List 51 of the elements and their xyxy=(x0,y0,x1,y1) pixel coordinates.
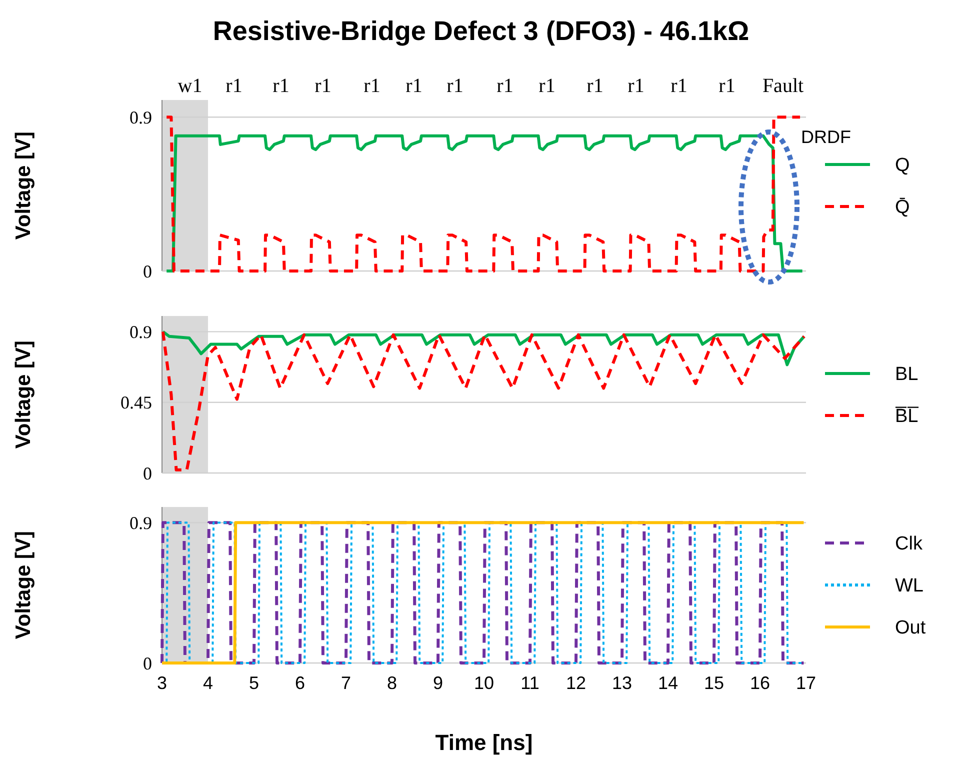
x-tick-label: 9 xyxy=(432,673,444,693)
y-tick-label: 0 xyxy=(143,463,152,484)
x-tick-label: 13 xyxy=(612,673,632,693)
text: r1 xyxy=(446,75,464,97)
text: r1 xyxy=(226,75,242,97)
text: r1 xyxy=(314,75,332,97)
legend-label: B̅L̅ xyxy=(894,406,920,428)
legend-label: Q xyxy=(895,155,910,176)
legend-label: Q̄ xyxy=(895,197,910,218)
y-tick-label: 0 xyxy=(143,653,152,674)
chart-title: Resistive-Bridge Defect 3 (DFO3) - 46.1kΩ xyxy=(212,16,750,46)
y-axis-title: Voltage [V] xyxy=(12,131,35,240)
y-axis-title: Voltage [V] xyxy=(12,530,35,640)
x-tick-label: 12 xyxy=(566,673,586,693)
text: w1 xyxy=(178,75,202,97)
y-tick-label: 0.45 xyxy=(120,392,152,413)
text: r1 xyxy=(496,75,514,97)
y-tick-label: 0.9 xyxy=(130,512,152,533)
x-tick-label: 16 xyxy=(750,673,770,693)
x-tick-label: 5 xyxy=(248,673,260,693)
text: Fault xyxy=(762,75,804,97)
annotation: DRDF xyxy=(801,127,851,147)
legend-label: WL xyxy=(895,576,924,597)
x-axis-title: Time [ns] xyxy=(435,730,533,755)
x-tick-label: 7 xyxy=(340,673,352,693)
x-tick-label: 6 xyxy=(294,673,306,693)
x-tick-label: 15 xyxy=(704,673,724,693)
text: r1 xyxy=(628,75,644,97)
y-axis-title: Voltage [V] xyxy=(12,340,35,449)
text: r1 xyxy=(718,75,736,97)
legend-label: Out xyxy=(895,618,926,639)
y-tick-label: 0.9 xyxy=(130,322,152,342)
x-tick-label: 3 xyxy=(156,673,168,693)
line-series xyxy=(161,330,806,472)
y-tick-label: 0.9 xyxy=(130,107,152,128)
x-tick-label: 14 xyxy=(658,673,678,693)
text: r1 xyxy=(538,75,556,97)
line-series xyxy=(161,330,806,366)
x-tick-label: 17 xyxy=(796,673,816,693)
x-tick-label: 8 xyxy=(386,673,398,693)
text: r1 xyxy=(272,75,290,97)
text: r1 xyxy=(670,75,688,97)
x-tick-label: 10 xyxy=(474,673,494,693)
x-tick-label: 4 xyxy=(202,673,214,693)
text: r1 xyxy=(586,75,604,97)
legend-label: BL xyxy=(895,364,918,386)
text: r1 xyxy=(364,75,380,97)
legend-label: Clk xyxy=(895,534,923,555)
x-tick-label: 11 xyxy=(520,673,540,693)
text: r1 xyxy=(406,75,422,97)
y-tick-label: 0 xyxy=(143,261,152,282)
